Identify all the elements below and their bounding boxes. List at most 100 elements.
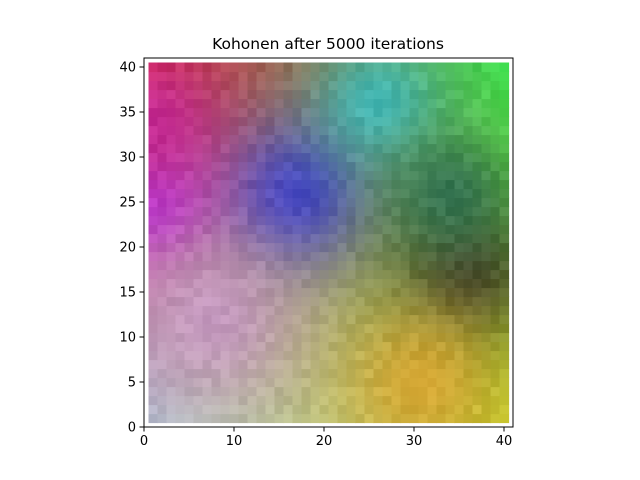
heatmap-cell (148, 116, 159, 127)
heatmap-cell (175, 161, 186, 172)
heatmap-cell (454, 152, 465, 163)
heatmap-cell (184, 107, 195, 118)
heatmap-cell (391, 368, 402, 379)
heatmap-cell (166, 125, 177, 136)
heatmap-cell (391, 269, 402, 280)
heatmap-cell (166, 368, 177, 379)
heatmap-cell (418, 260, 429, 271)
heatmap-cell (229, 251, 240, 262)
heatmap-cell (463, 89, 474, 100)
heatmap-cell (445, 80, 456, 91)
heatmap-cell (445, 305, 456, 316)
heatmap-cell (283, 260, 294, 271)
heatmap-cell (301, 134, 312, 145)
heatmap-cell (373, 71, 384, 82)
heatmap-cell (454, 260, 465, 271)
heatmap-cell (355, 170, 366, 181)
heatmap-cell (256, 197, 267, 208)
heatmap-cell (463, 386, 474, 397)
heatmap-cell (490, 413, 501, 424)
heatmap-cell (373, 215, 384, 226)
heatmap-cell (193, 260, 204, 271)
heatmap-cell (220, 260, 231, 271)
heatmap-cell (301, 368, 312, 379)
heatmap-cell (499, 377, 510, 388)
heatmap-cell (211, 242, 222, 253)
heatmap-cell (229, 107, 240, 118)
heatmap-cell (184, 179, 195, 190)
heatmap-cell (364, 314, 375, 325)
heatmap-cell (481, 242, 492, 253)
heatmap-cell (256, 143, 267, 154)
heatmap-cell (499, 368, 510, 379)
heatmap-cell (202, 107, 213, 118)
heatmap-cell (166, 242, 177, 253)
heatmap-cell (391, 107, 402, 118)
heatmap-cell (445, 179, 456, 190)
heatmap-cell (157, 125, 168, 136)
heatmap-cell (202, 170, 213, 181)
heatmap-cell (418, 341, 429, 352)
heatmap-cell (346, 170, 357, 181)
heatmap-cell (193, 242, 204, 253)
heatmap-cell (328, 404, 339, 415)
heatmap-cell (211, 179, 222, 190)
heatmap-cell (265, 278, 276, 289)
heatmap-cell (265, 224, 276, 235)
heatmap-cell (283, 62, 294, 73)
heatmap-cell (382, 152, 393, 163)
heatmap-cell (157, 305, 168, 316)
heatmap-cell (229, 413, 240, 424)
heatmap-cell (364, 404, 375, 415)
heatmap-cell (301, 197, 312, 208)
heatmap-cell (184, 350, 195, 361)
heatmap-cell (238, 125, 249, 136)
heatmap-cell (229, 80, 240, 91)
heatmap-cell (463, 233, 474, 244)
heatmap-cell (184, 314, 195, 325)
heatmap-cell (292, 395, 303, 406)
heatmap-cell (193, 233, 204, 244)
heatmap-cell (256, 62, 267, 73)
heatmap-cell (202, 98, 213, 109)
x-tick-label: 0 (140, 434, 148, 449)
heatmap-cell (463, 188, 474, 199)
heatmap-cell (373, 242, 384, 253)
heatmap-cell (418, 188, 429, 199)
heatmap-cell (283, 98, 294, 109)
heatmap-cell (184, 125, 195, 136)
heatmap-cell (454, 89, 465, 100)
heatmap-cell (292, 314, 303, 325)
heatmap-cell (364, 107, 375, 118)
heatmap-cell (157, 341, 168, 352)
heatmap-cell (481, 278, 492, 289)
heatmap-cell (337, 134, 348, 145)
heatmap-cell (292, 170, 303, 181)
heatmap-cell (382, 314, 393, 325)
heatmap-cell (220, 152, 231, 163)
heatmap-cell (463, 224, 474, 235)
heatmap-cell (184, 242, 195, 253)
heatmap-cell (337, 152, 348, 163)
heatmap-cell (472, 89, 483, 100)
heatmap-cell (454, 215, 465, 226)
heatmap-cell (499, 413, 510, 424)
heatmap-cell (472, 71, 483, 82)
heatmap-cell (148, 71, 159, 82)
heatmap-cell (157, 179, 168, 190)
heatmap-cell (499, 305, 510, 316)
heatmap-cell (193, 161, 204, 172)
heatmap-cell (175, 395, 186, 406)
heatmap-cell (238, 377, 249, 388)
heatmap-cell (193, 314, 204, 325)
heatmap-cell (220, 386, 231, 397)
heatmap-cell (427, 278, 438, 289)
heatmap-cell (274, 188, 285, 199)
heatmap-cell (229, 404, 240, 415)
heatmap-cell (220, 116, 231, 127)
heatmap-cell (328, 188, 339, 199)
heatmap-cell (328, 179, 339, 190)
heatmap-cell (373, 323, 384, 334)
heatmap-cell (184, 251, 195, 262)
heatmap-cell (355, 305, 366, 316)
